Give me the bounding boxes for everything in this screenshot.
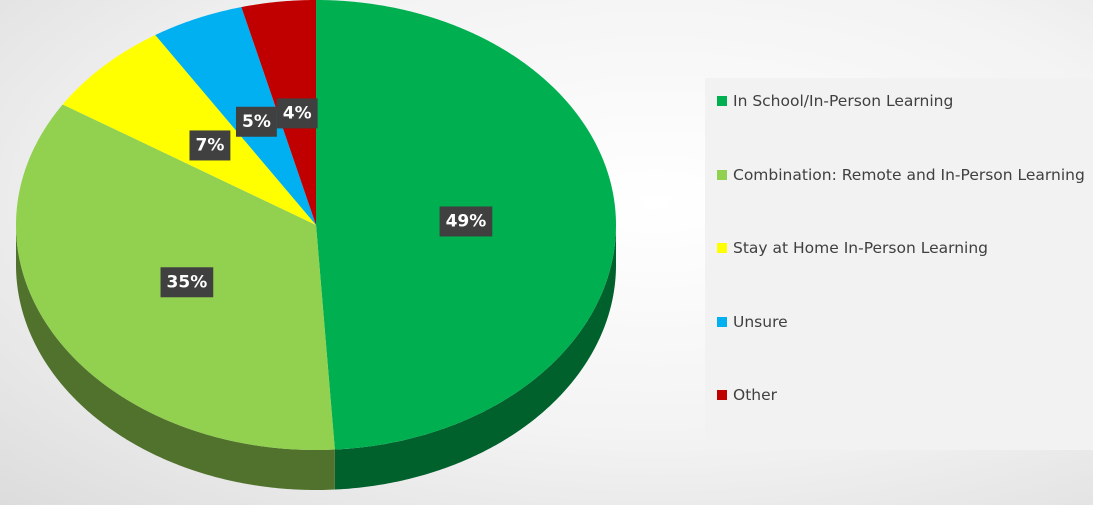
data-label: 49%	[439, 206, 493, 237]
legend-label: Stay at Home In-Person Learning	[733, 239, 989, 257]
data-label: 7%	[189, 130, 231, 161]
legend-item: Stay at Home In-Person Learning	[717, 235, 1087, 261]
data-label-text: 35%	[167, 272, 208, 292]
data-label-box	[439, 206, 493, 237]
legend-item: In School/In-Person Learning	[717, 88, 1087, 114]
data-label-text: 49%	[446, 211, 487, 231]
legend-label: Combination: Remote and In-Person Learni…	[733, 165, 1085, 184]
legend-label: Unsure	[733, 312, 788, 331]
slice	[155, 7, 316, 226]
slice-side	[334, 225, 616, 490]
legend-swatch	[717, 169, 727, 180]
data-label: 35%	[160, 267, 214, 298]
legend-item: Unsure	[717, 309, 1087, 335]
data-label-box	[189, 130, 231, 161]
legend-swatch	[717, 243, 727, 253]
data-label-box	[276, 98, 318, 129]
legend-label: In School/In-Person Learning	[733, 92, 954, 110]
legend-swatch	[717, 96, 727, 106]
slice	[62, 35, 316, 226]
data-label-box	[235, 106, 277, 137]
data-label-text: 4%	[283, 103, 312, 123]
data-label-text: 5%	[242, 112, 271, 132]
legend: In School/In-Person Learning Combination:…	[705, 78, 1093, 450]
data-label: 4%	[276, 98, 318, 129]
legend-item: Other	[717, 382, 1087, 408]
legend-swatch	[717, 316, 727, 327]
slice-side	[16, 225, 335, 490]
legend-swatch	[717, 390, 727, 400]
data-label: 5%	[235, 106, 277, 137]
data-label-text: 7%	[195, 135, 224, 155]
data-label-box	[160, 267, 214, 298]
legend-item: Combination: Remote and In-Person Learni…	[717, 162, 1087, 188]
legend-label: Other	[733, 386, 778, 404]
